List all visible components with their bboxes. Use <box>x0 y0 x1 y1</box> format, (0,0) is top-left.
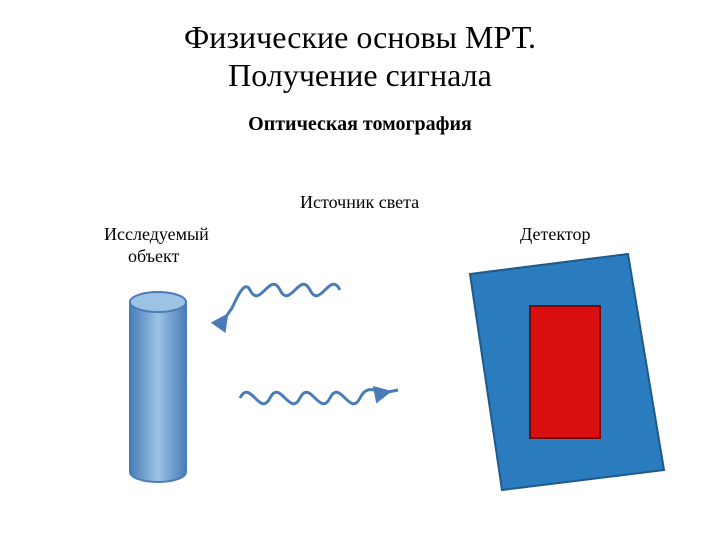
cylinder-object <box>130 292 186 482</box>
detector-panel <box>470 254 664 490</box>
diagram-svg <box>0 0 720 540</box>
wave-top <box>225 284 340 318</box>
wave-bottom <box>240 390 398 404</box>
